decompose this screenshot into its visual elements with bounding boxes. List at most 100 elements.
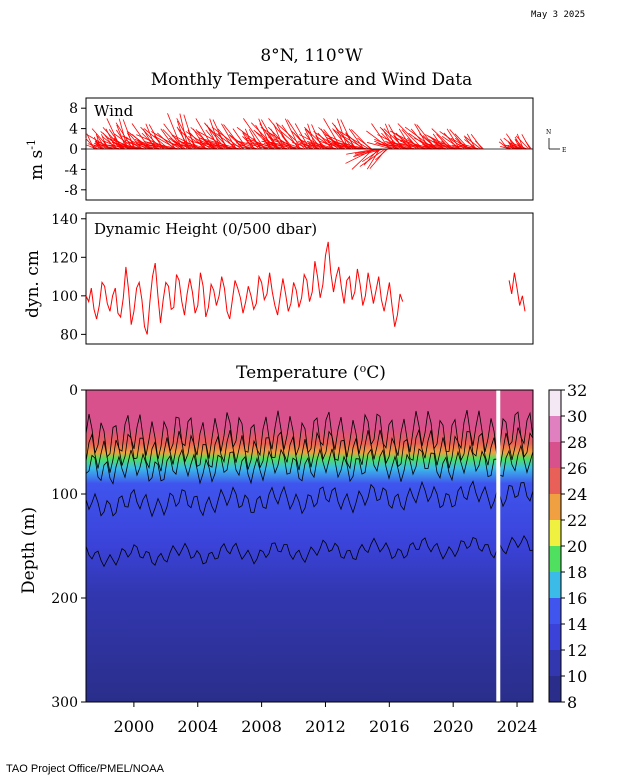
wind-vector [160, 128, 176, 150]
wind-vector [167, 113, 183, 150]
colorbar-segment [549, 676, 561, 703]
wind-vector [261, 140, 297, 150]
colorbar-segment [549, 468, 561, 495]
wind-vector [432, 140, 464, 150]
temp-x-tick-label: 2012 [305, 717, 346, 736]
wind-vector [180, 142, 204, 150]
colorbar-tick-label: 14 [567, 615, 587, 634]
wind-vector [87, 143, 113, 150]
wind-vector [134, 139, 161, 150]
wind-vector [446, 128, 461, 150]
wind-vectors [85, 113, 532, 170]
wind-y-tick-label: -4 [64, 162, 78, 178]
temperature-colorbar: 8 10 12 14 16 18 20 22 24 26 28 30 32 [548, 381, 587, 712]
dyn-height-line [85, 241, 404, 335]
temperature-panel: Temperature (oC) 0 100 200 300 2000 2004 2008… [19, 362, 587, 736]
colorbar-tick-label: 32 [567, 381, 587, 400]
wind-y-tick-label: 8 [69, 101, 78, 117]
wind-vector [354, 148, 378, 156]
temp-x-ticks: 2000 2004 2008 2012 2016 2020 2024 [114, 702, 537, 736]
temp-y-axis-label: Depth (m) [19, 507, 39, 594]
wind-vector [357, 137, 372, 150]
wind-vector [136, 134, 171, 150]
dyn-y-axis-label: dyn. cm [23, 250, 43, 318]
wind-y-tick-label: -8 [64, 183, 78, 199]
wind-vector [270, 141, 303, 150]
wind-vector [434, 142, 458, 150]
isotherm-12 [85, 535, 534, 568]
wind-vector [504, 144, 520, 150]
wind-y-tick-label: 0 [69, 142, 78, 158]
colorbar-segment [549, 416, 561, 443]
wind-vector [315, 135, 336, 150]
wind-vector [414, 144, 440, 150]
wind-vector [263, 142, 287, 150]
dyn-y-tick-label: 120 [51, 250, 78, 266]
wind-vector [206, 142, 239, 150]
wind-vector [331, 122, 354, 150]
wind-vector [334, 144, 367, 150]
wind-vector [459, 145, 479, 150]
wind-vector [367, 142, 393, 150]
wind-vector [117, 145, 145, 150]
wind-vector [386, 144, 415, 150]
wind-vector [292, 142, 313, 150]
wind-vector [342, 135, 366, 150]
wind-vector [454, 133, 470, 150]
wind-vector [115, 142, 146, 150]
wind-vector [503, 145, 512, 150]
temp-y-tick-label: 300 [51, 695, 78, 711]
wind-vector [246, 141, 274, 150]
colorbar-segment [549, 598, 561, 625]
wind-vector [366, 148, 381, 170]
wind-vector [143, 140, 180, 150]
wind-vector [103, 140, 124, 150]
wind-vector [122, 119, 135, 150]
report-date: May 3 2025 [531, 10, 586, 20]
wind-vector [136, 143, 172, 150]
wind-vector [324, 134, 359, 150]
wind-vector [94, 140, 121, 150]
wind-vector [498, 141, 509, 150]
wind-vector [399, 142, 433, 150]
wind-vector [146, 144, 179, 150]
temp-y-tick-label: 0 [69, 383, 78, 399]
colorbar-tick-label: 20 [567, 537, 587, 556]
colorbar-tick-label: 28 [567, 433, 587, 452]
colorbar-segment [549, 572, 561, 599]
wind-vector [204, 139, 241, 150]
wind-y-tick-label: 4 [69, 122, 78, 138]
wind-y-ticks: 8 4 0 -4 -8 [64, 101, 86, 199]
wind-panel-title: Wind [94, 102, 134, 120]
temp-y-ticks: 0 100 200 300 [51, 383, 86, 711]
colorbar-tick-label: 10 [567, 667, 587, 686]
wind-vector [96, 144, 120, 150]
wind-vector [279, 129, 302, 150]
footer-credit: TAO Project Office/PMEL/NOAA [6, 763, 164, 775]
chart-title-location: 8°N, 110°W [260, 46, 363, 66]
colorbar-tick-label: 22 [567, 511, 587, 530]
wind-vector [191, 140, 217, 150]
wind-vector [101, 136, 118, 150]
colorbar-segment [549, 624, 561, 651]
wind-vector [474, 140, 484, 150]
wind-vector [434, 144, 463, 150]
colorbar-segment [549, 650, 561, 677]
wind-vector [260, 127, 296, 150]
wind-vector [275, 122, 306, 150]
wind-vector [451, 144, 472, 150]
isotherm-24 [85, 427, 534, 473]
temperature-data-gaps [496, 390, 501, 702]
wind-vector [463, 135, 482, 150]
wind-vector [229, 143, 250, 150]
colorbar-tick-label: 30 [567, 407, 587, 426]
dynamic-height-panel: Dynamic Height (0/500 dbar) 14012010080 … [23, 212, 534, 345]
wind-y-axis-label: m s-1 [25, 139, 47, 180]
temp-x-tick-label: 2004 [177, 717, 218, 736]
colorbar-tick-label: 8 [567, 693, 577, 712]
colorbar-segment [549, 442, 561, 469]
wind-vector [91, 128, 111, 150]
dyn-y-tick-label: 140 [51, 212, 78, 228]
wind-vector [512, 145, 527, 150]
dyn-y-tick-label: 100 [51, 289, 78, 305]
